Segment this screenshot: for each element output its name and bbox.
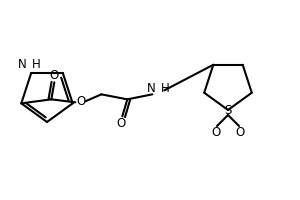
Text: N: N <box>17 58 26 71</box>
Text: N: N <box>147 82 155 95</box>
Text: O: O <box>236 127 244 140</box>
Text: O: O <box>50 69 59 82</box>
Text: O: O <box>117 117 126 130</box>
Text: O: O <box>212 127 220 140</box>
Text: H: H <box>32 58 41 71</box>
Text: S: S <box>224 104 232 117</box>
Text: H: H <box>161 82 170 95</box>
Text: O: O <box>77 95 86 108</box>
